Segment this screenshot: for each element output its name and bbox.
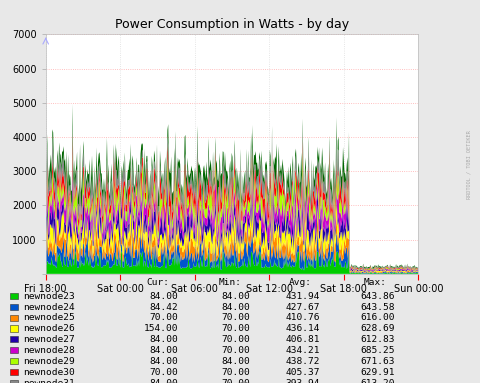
Text: 70.00: 70.00: [149, 313, 178, 322]
Text: 410.76: 410.76: [285, 313, 319, 322]
Text: 431.94: 431.94: [285, 292, 319, 301]
Text: newnode26: newnode26: [23, 324, 75, 333]
Text: 629.91: 629.91: [359, 368, 394, 377]
Text: Avg:: Avg:: [288, 278, 311, 287]
Text: 427.67: 427.67: [285, 303, 319, 311]
Text: newnode27: newnode27: [23, 335, 75, 344]
Text: Min:: Min:: [218, 278, 241, 287]
Text: 628.69: 628.69: [359, 324, 394, 333]
Text: 434.21: 434.21: [285, 346, 319, 355]
Text: 84.00: 84.00: [149, 292, 178, 301]
Text: newnode31: newnode31: [23, 378, 75, 383]
Text: 84.00: 84.00: [149, 346, 178, 355]
Text: 70.00: 70.00: [149, 368, 178, 377]
Text: 393.94: 393.94: [285, 378, 319, 383]
Text: 438.72: 438.72: [285, 357, 319, 366]
Text: 154.00: 154.00: [143, 324, 178, 333]
Text: newnode29: newnode29: [23, 357, 75, 366]
Text: 671.63: 671.63: [359, 357, 394, 366]
Text: 70.00: 70.00: [221, 346, 250, 355]
Text: 613.20: 613.20: [359, 378, 394, 383]
Text: 70.00: 70.00: [221, 335, 250, 344]
Text: Max:: Max:: [362, 278, 385, 287]
Text: newnode30: newnode30: [23, 368, 75, 377]
Text: 84.00: 84.00: [221, 303, 250, 311]
Text: RRDTOOL / TOBI OETIKER: RRDTOOL / TOBI OETIKER: [466, 130, 470, 199]
Text: 84.00: 84.00: [149, 357, 178, 366]
Text: newnode25: newnode25: [23, 313, 75, 322]
Text: 616.00: 616.00: [359, 313, 394, 322]
Text: 405.37: 405.37: [285, 368, 319, 377]
Text: 70.00: 70.00: [221, 324, 250, 333]
Text: Cur:: Cur:: [146, 278, 169, 287]
Text: 436.14: 436.14: [285, 324, 319, 333]
Text: 84.00: 84.00: [221, 357, 250, 366]
Text: 70.00: 70.00: [221, 378, 250, 383]
Text: 70.00: 70.00: [221, 313, 250, 322]
Text: 643.58: 643.58: [359, 303, 394, 311]
Text: 84.00: 84.00: [149, 335, 178, 344]
Text: newnode24: newnode24: [23, 303, 75, 311]
Text: 685.25: 685.25: [359, 346, 394, 355]
Text: newnode23: newnode23: [23, 292, 75, 301]
Text: newnode28: newnode28: [23, 346, 75, 355]
Text: 84.42: 84.42: [149, 303, 178, 311]
Text: 84.00: 84.00: [221, 292, 250, 301]
Text: 612.83: 612.83: [359, 335, 394, 344]
Text: 406.81: 406.81: [285, 335, 319, 344]
Text: 643.86: 643.86: [359, 292, 394, 301]
Text: 70.00: 70.00: [221, 368, 250, 377]
Title: Power Consumption in Watts - by day: Power Consumption in Watts - by day: [115, 18, 348, 31]
Text: 84.00: 84.00: [149, 378, 178, 383]
